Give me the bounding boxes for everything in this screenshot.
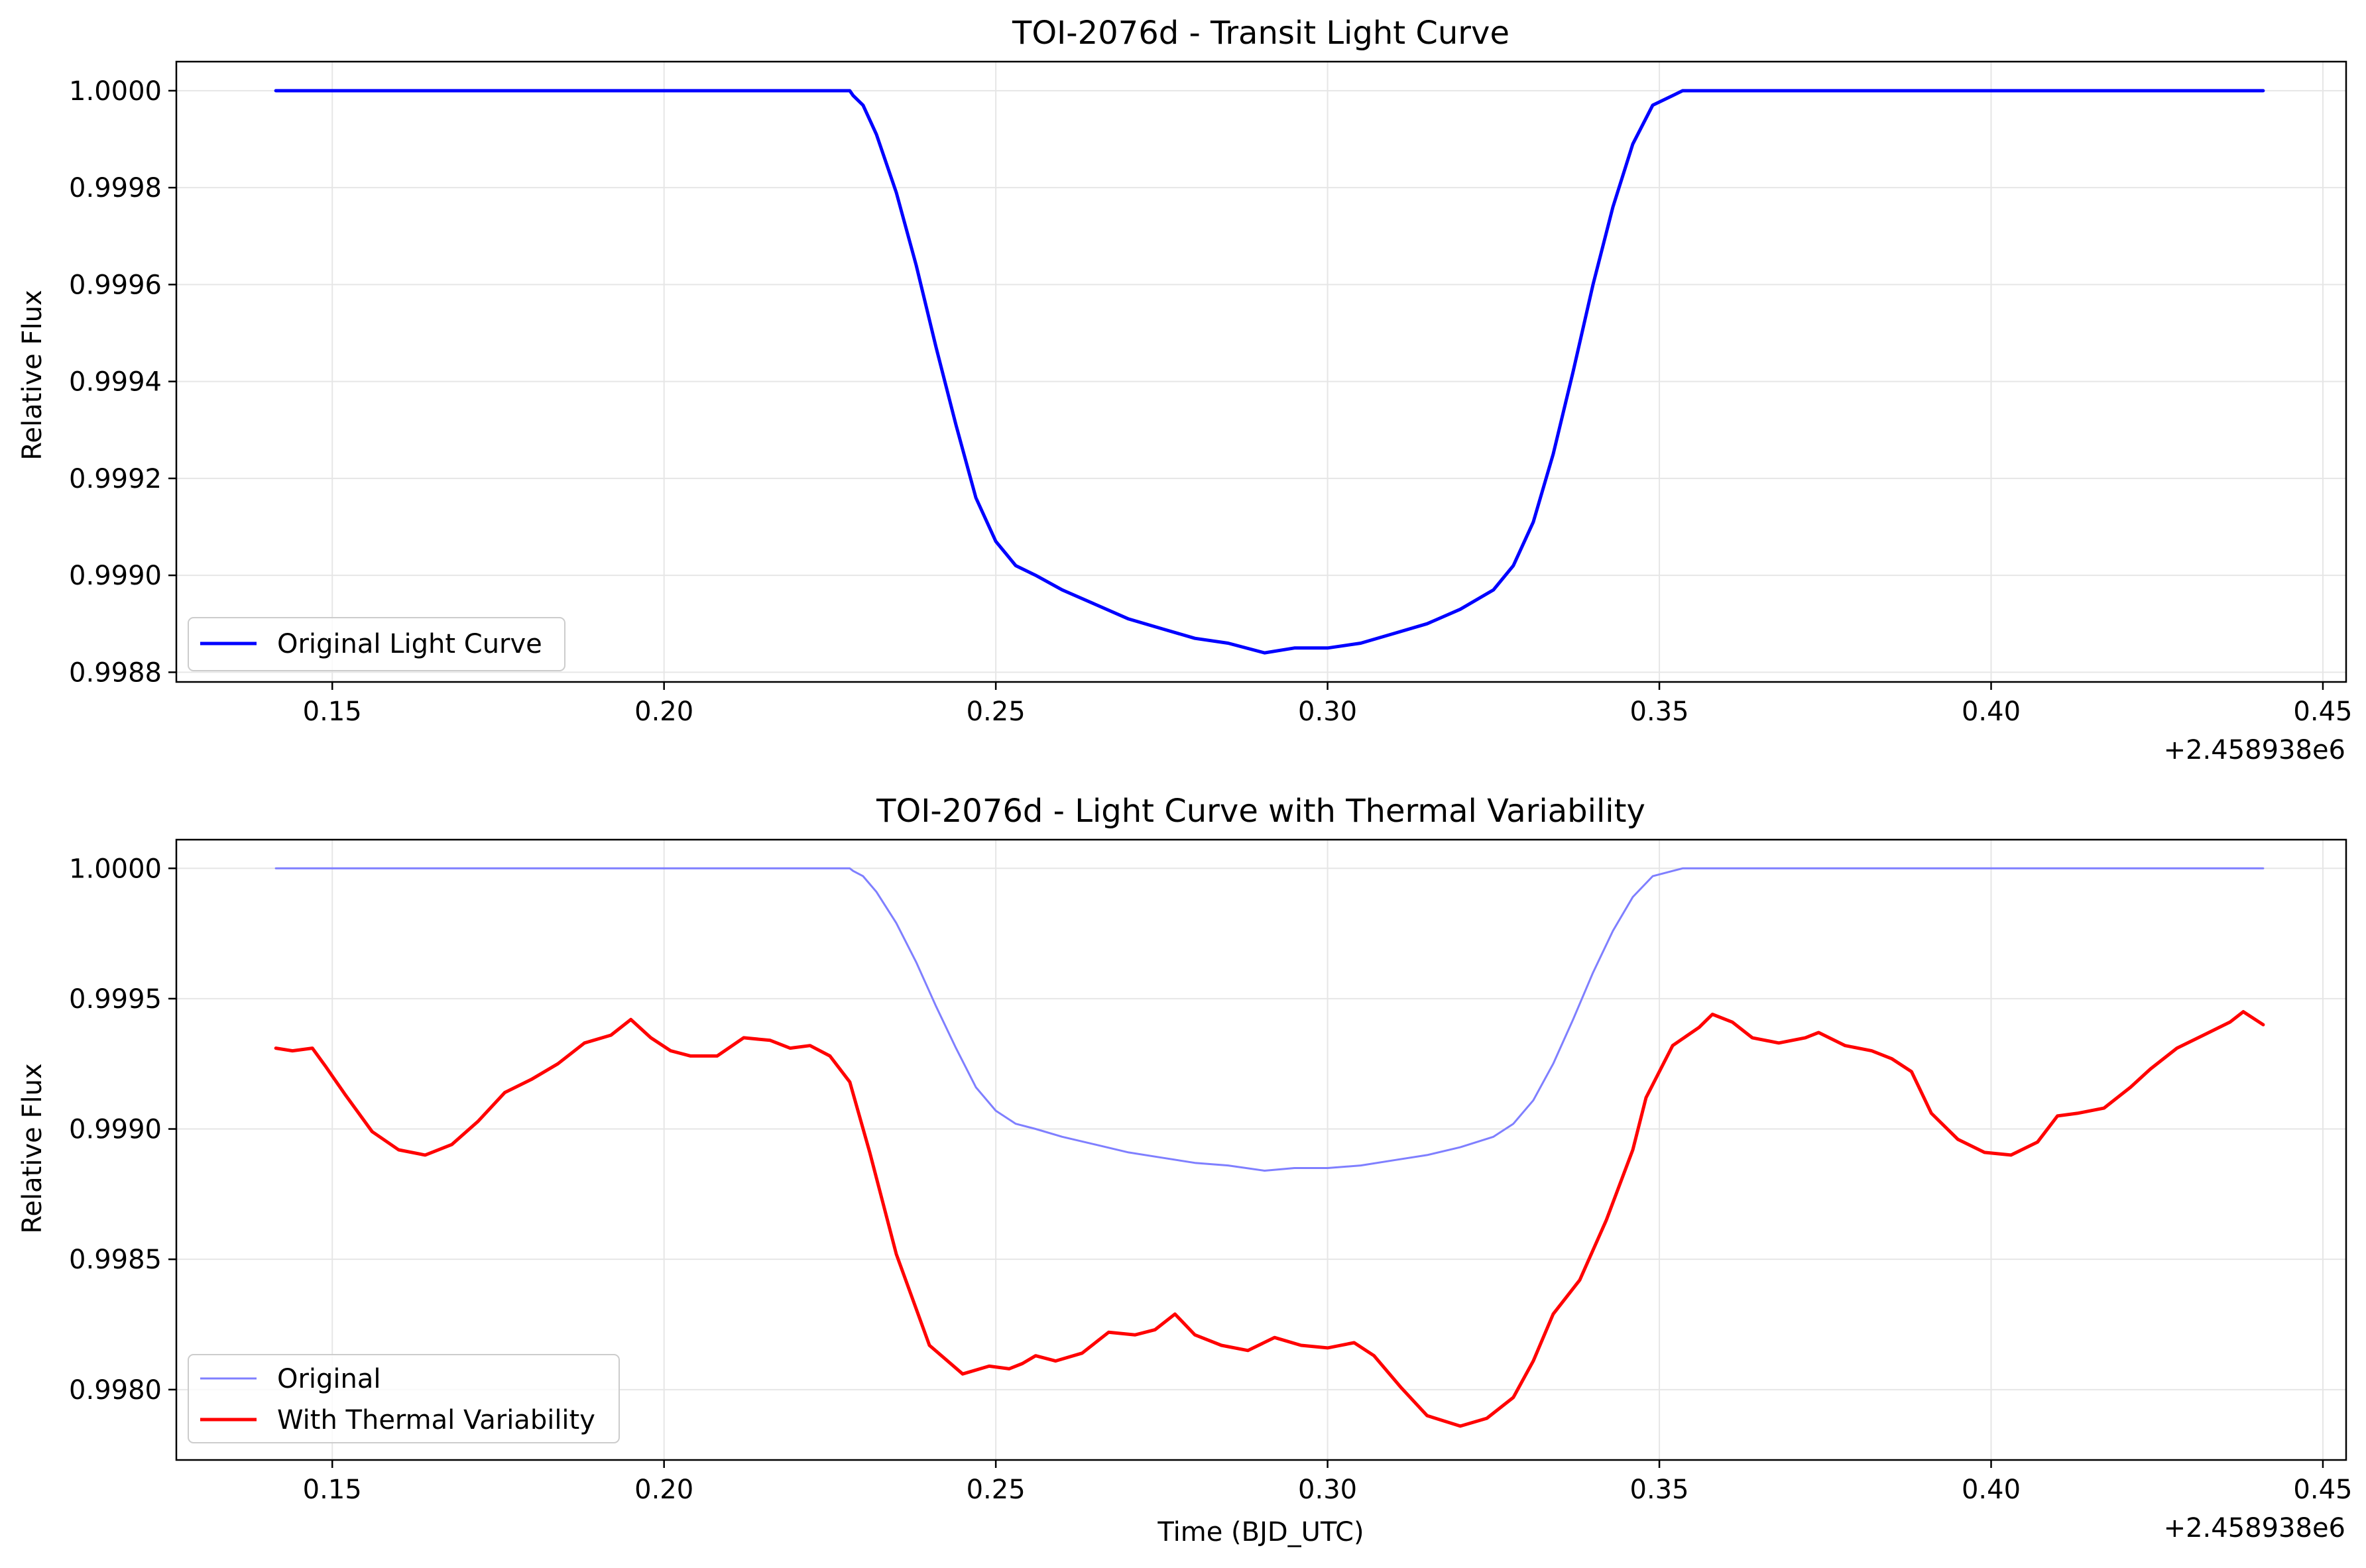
y-tick-label: 0.9996 (69, 270, 162, 300)
x-tick-label: 0.20 (634, 1475, 693, 1505)
x-tick-label: 0.30 (1298, 1475, 1357, 1505)
y-tick-label: 0.9994 (69, 367, 162, 398)
legend: Original Light Curve (188, 617, 565, 671)
panel-title: TOI-2076d - Transit Light Curve (1012, 15, 1509, 52)
x-tick-label: 0.45 (2293, 1475, 2352, 1505)
y-tick-label: 1.0000 (69, 76, 162, 107)
legend-label-with-thermal-variability: With Thermal Variability (277, 1405, 595, 1435)
x-tick-label: 0.40 (1962, 697, 2021, 727)
legend-frame (188, 1354, 620, 1443)
x-tick-label: 0.25 (967, 1475, 1026, 1505)
legend-label-original: Original (277, 1364, 381, 1394)
y-tick-label: 0.9980 (69, 1375, 162, 1406)
transit-light-curve-panel: TOI-2076d - Transit Light Curve Relative… (17, 15, 2352, 765)
x-offset-label: +2.458938e6 (2164, 1513, 2345, 1543)
y-tick-label: 0.9998 (69, 173, 162, 203)
axis-ticks: 0.15 0.20 0.25 0.30 0.35 0.40 0.45 0.9980 0.9985… (69, 854, 2352, 1505)
plot-frame (175, 60, 2347, 683)
x-tick-label: 0.20 (634, 697, 693, 727)
y-tick-label: 0.9985 (69, 1245, 162, 1275)
panel-title: TOI-2076d - Light Curve with Thermal Var… (876, 793, 1645, 830)
y-tick-label: 0.9990 (69, 1115, 162, 1145)
legend-label-original-light-curve: Original Light Curve (277, 629, 542, 659)
plot-frame (175, 838, 2347, 1461)
x-tick-label: 0.25 (967, 697, 1026, 727)
x-tick-label: 0.15 (303, 697, 362, 727)
legend-frame (188, 617, 565, 671)
y-axis-label: Relative Flux (17, 1063, 48, 1233)
y-tick-label: 1.0000 (69, 854, 162, 884)
x-tick-label: 0.35 (1630, 1475, 1689, 1505)
y-tick-label: 0.9990 (69, 561, 162, 591)
y-tick-label: 0.9992 (69, 464, 162, 494)
y-tick-label: 0.9995 (69, 984, 162, 1015)
x-tick-label: 0.30 (1298, 697, 1357, 727)
series-line-original-light-curve (274, 89, 2265, 655)
x-axis-label: Time (BJD_UTC) (1157, 1517, 1364, 1547)
legend: Original With Thermal Variability (188, 1354, 620, 1443)
series-line-original (274, 867, 2265, 1172)
x-offset-label: +2.458938e6 (2164, 735, 2345, 765)
x-tick-label: 0.40 (1962, 1475, 2021, 1505)
series-lines (274, 89, 2265, 655)
axis-ticks: 0.15 0.20 0.25 0.30 0.35 0.40 0.45 0.9988 0.9990… (69, 76, 2352, 727)
y-tick-label: 0.9988 (69, 657, 162, 688)
y-axis-label: Relative Flux (17, 290, 48, 460)
x-tick-label: 0.45 (2293, 697, 2352, 727)
series-line-with-thermal-variability (274, 1010, 2265, 1428)
series-lines (274, 867, 2265, 1428)
x-tick-label: 0.15 (303, 1475, 362, 1505)
x-tick-label: 0.35 (1630, 697, 1689, 727)
thermal-variability-panel: TOI-2076d - Light Curve with Thermal Var… (17, 793, 2352, 1547)
